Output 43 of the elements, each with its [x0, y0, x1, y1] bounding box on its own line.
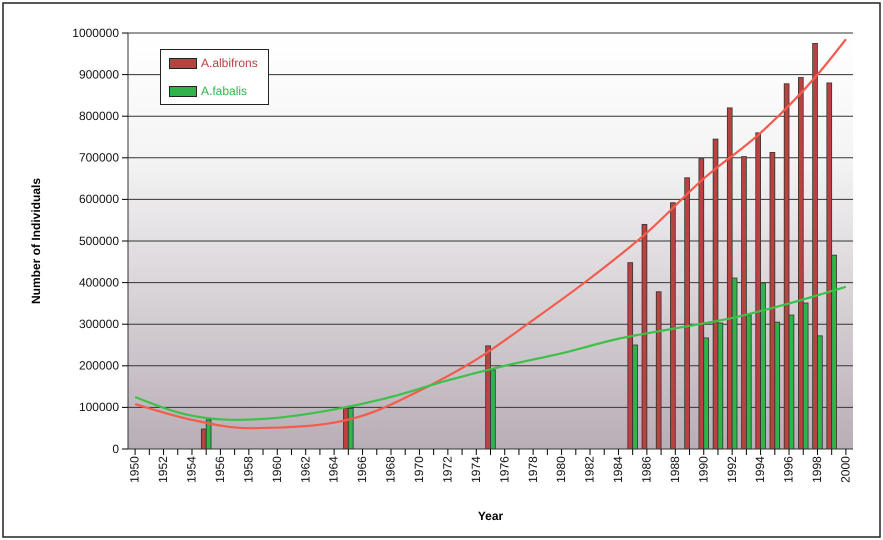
y-axis-title: Number of Individuals	[29, 178, 43, 304]
x-tick-label: 1978	[526, 456, 540, 483]
x-tick-label: 1988	[668, 456, 682, 483]
x-tick-label: 1956	[213, 456, 227, 483]
y-tick-label: 300000	[78, 317, 120, 332]
y-tick-label: 0	[112, 442, 120, 456]
x-tick-label: 1966	[355, 456, 370, 483]
x-tick-label: 1972	[440, 456, 454, 483]
y-tick-label: 500000	[78, 234, 120, 248]
x-tick-label: 1970	[412, 456, 426, 483]
x-tick-label: 1980	[554, 456, 568, 483]
x-tick-label: 1984	[611, 456, 626, 483]
x-tick-label: 1974	[468, 456, 483, 483]
x-tick-label: 1950	[128, 456, 142, 483]
x-tick-label: 1962	[298, 456, 312, 483]
x-tick-label: 1990	[696, 456, 710, 483]
text: A.albifrons	[201, 56, 258, 70]
y-tick-label: 400000	[78, 275, 120, 290]
x-tick-label: 1982	[582, 456, 597, 483]
x-tick-label: 1998	[810, 456, 824, 483]
x-tick-label: 1958	[241, 456, 256, 483]
x-tick-label: 1960	[270, 456, 284, 483]
x-tick-label: 1976	[497, 456, 512, 483]
y-tick-label: 900000	[78, 67, 120, 82]
line-series	[134, 38, 847, 430]
y-tick-label: 1000000	[72, 26, 120, 40]
x-tick-label: 1964	[326, 456, 341, 483]
legend-label: A.fabalis	[201, 84, 248, 98]
y-tick-label: 100000	[78, 400, 120, 414]
x-tick-label: 1986	[639, 456, 654, 483]
x-tick-label: 1968	[384, 456, 398, 483]
x-tick-label: 1992	[724, 456, 739, 483]
y-tick-label: 200000	[78, 358, 120, 373]
x-tick-label: 1994	[753, 456, 768, 483]
x-tick-label: 2000	[838, 456, 852, 483]
line-series	[134, 286, 847, 421]
x-tick-label: 1954	[184, 456, 199, 483]
x-tick-label: 1952	[156, 456, 170, 483]
x-axis-title: Year	[478, 509, 504, 523]
x-tick-label: 1996	[782, 456, 796, 483]
y-tick-label: 600000	[78, 192, 120, 206]
y-tick-label: 700000	[78, 150, 120, 165]
y-tick-label: 800000	[78, 109, 120, 124]
